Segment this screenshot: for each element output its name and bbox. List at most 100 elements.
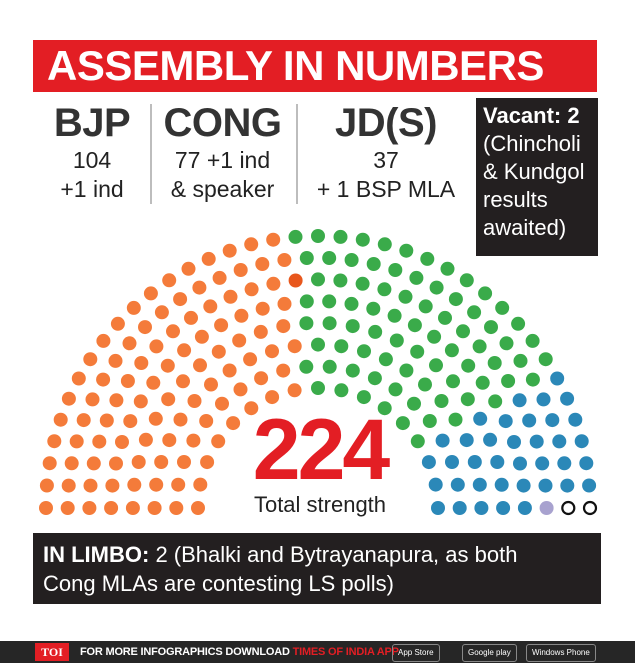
seat-bjp xyxy=(233,263,248,277)
seat-cong xyxy=(299,359,314,374)
seat-bjp xyxy=(265,390,280,405)
seat-bjp xyxy=(223,289,238,304)
seat-bjp xyxy=(39,478,54,493)
seat-jds xyxy=(550,371,565,386)
seat-bjp xyxy=(125,501,140,515)
seat-bjp xyxy=(243,352,258,367)
seat-cong xyxy=(388,382,403,397)
seat-bjp xyxy=(253,324,268,339)
footer-text: FOR MORE INFOGRAPHICS DOWNLOAD TIMES OF … xyxy=(80,641,399,663)
limbo-label: IN LIMBO: xyxy=(43,542,150,567)
google-play-badge[interactable]: Google play xyxy=(462,644,517,662)
seat-bjp xyxy=(287,339,302,354)
seat-cong xyxy=(311,337,325,352)
seat-bjp xyxy=(233,382,248,397)
seat-cong xyxy=(311,229,325,243)
seat-bjp xyxy=(201,251,216,266)
seat-bjp xyxy=(244,401,259,416)
seat-jds xyxy=(535,456,550,471)
party-extra: +1 ind xyxy=(60,176,124,202)
seat-bjp xyxy=(109,393,124,408)
seat-bjp xyxy=(255,301,270,316)
seat-bjp xyxy=(265,344,279,359)
seat-cong xyxy=(377,237,392,252)
seat-bjp xyxy=(173,412,188,427)
seat-cong xyxy=(334,383,349,398)
seat-cong xyxy=(410,344,425,359)
seat-bjp xyxy=(108,353,123,368)
seat-jds xyxy=(538,478,553,493)
seat-cong xyxy=(475,375,490,390)
seat-bjp xyxy=(266,232,281,247)
seat-bjp xyxy=(173,292,188,307)
seat-jds xyxy=(536,392,551,407)
total-strength-label: Total strength xyxy=(253,492,387,517)
seat-bjp xyxy=(39,501,53,515)
seat-bjp xyxy=(96,372,111,387)
seat-bjp xyxy=(186,433,201,448)
seat-bjp xyxy=(126,300,141,315)
seat-bjp xyxy=(149,477,164,492)
app-store-badge[interactable]: App Store xyxy=(392,644,440,662)
seat-cong xyxy=(333,273,348,288)
seat-bjp xyxy=(154,305,169,320)
party-jds: JD(S) 37 + 1 BSP MLA xyxy=(300,100,472,204)
seat-bjp xyxy=(277,253,292,267)
footer-app-name: TIMES OF INDIA APP xyxy=(292,646,399,658)
limbo-text: 2 (Bhalki and Bytrayanapura, as both xyxy=(149,542,518,567)
footer-bar: TOI FOR MORE INFOGRAPHICS DOWNLOAD TIMES… xyxy=(0,641,635,663)
seat-cong xyxy=(511,316,526,331)
seat-cong xyxy=(367,371,382,386)
seat-jds xyxy=(545,413,560,428)
seat-bjp xyxy=(212,270,227,285)
seat-bjp xyxy=(42,456,57,471)
seat-bjp xyxy=(127,477,142,492)
in-limbo-box: IN LIMBO: 2 (Bhalki and Bytrayanapura, a… xyxy=(33,533,601,604)
seat-bjp xyxy=(134,356,149,370)
windows-phone-badge[interactable]: Windows Phone xyxy=(526,644,596,662)
seat-jds xyxy=(467,455,482,469)
seat-bjp xyxy=(92,434,107,449)
seat-bjp xyxy=(161,392,176,407)
seat-cong xyxy=(299,294,314,309)
seat-cong xyxy=(395,416,410,431)
seat-cong xyxy=(448,292,463,307)
party-divider xyxy=(296,104,298,204)
seat-cong xyxy=(334,339,349,354)
seat-cong xyxy=(322,316,337,331)
seat-bjp-ind xyxy=(288,273,303,288)
seat-jds xyxy=(473,411,488,426)
seat-bjp xyxy=(169,501,184,515)
seat-jds xyxy=(552,434,567,449)
seat-bjp xyxy=(166,324,180,339)
seat-jds xyxy=(474,501,489,515)
seat-bjp xyxy=(192,280,207,295)
seat-bjp xyxy=(133,394,148,409)
seat-bjp xyxy=(171,477,186,492)
seat-cong xyxy=(345,319,360,334)
seat-cong xyxy=(377,401,392,416)
seat-cong xyxy=(456,324,470,339)
seat-bjp xyxy=(148,411,163,426)
vacant-heading: Vacant: 2 xyxy=(483,103,580,128)
seat-cong xyxy=(409,270,424,285)
seat-bjp xyxy=(193,477,208,492)
seat-cong xyxy=(389,333,404,348)
seat-cong xyxy=(398,289,413,304)
seat-bjp xyxy=(104,501,119,515)
seat-cong xyxy=(407,396,421,411)
seat-cong xyxy=(366,257,381,271)
toi-logo: TOI xyxy=(35,643,69,661)
party-name: JD(S) xyxy=(335,101,437,145)
seat-cong xyxy=(399,363,414,378)
seat-bjp xyxy=(276,319,291,334)
seat-bjp xyxy=(254,371,269,386)
seat-cong xyxy=(461,358,476,373)
seat-cong xyxy=(484,320,498,335)
seat-cong xyxy=(460,392,475,407)
seat-bjp xyxy=(191,501,205,515)
party-extra: + 1 BSP MLA xyxy=(316,176,456,202)
seat-cong xyxy=(299,316,314,331)
seat-jds xyxy=(579,456,594,471)
